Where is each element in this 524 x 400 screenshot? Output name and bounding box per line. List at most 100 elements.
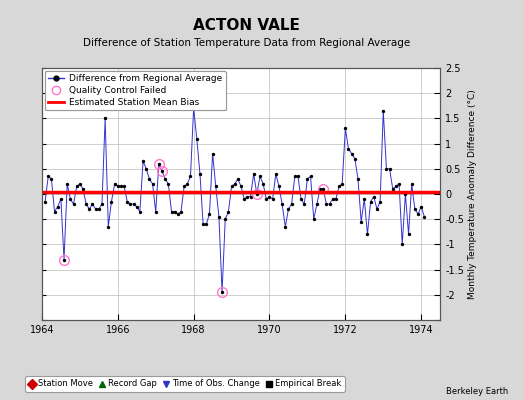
Point bbox=[246, 193, 255, 200]
Point bbox=[262, 196, 270, 202]
Point bbox=[420, 214, 429, 220]
Point bbox=[209, 150, 217, 157]
Point bbox=[155, 160, 163, 167]
Point bbox=[332, 196, 340, 202]
Point bbox=[202, 221, 211, 228]
Point bbox=[256, 173, 264, 180]
Point bbox=[187, 173, 195, 180]
Point bbox=[234, 176, 242, 182]
Point bbox=[310, 216, 318, 222]
Text: ACTON VALE: ACTON VALE bbox=[193, 18, 300, 33]
Point bbox=[284, 206, 292, 212]
Point bbox=[313, 201, 321, 207]
Point bbox=[139, 158, 147, 164]
Point bbox=[111, 181, 119, 187]
Point bbox=[50, 208, 59, 215]
Point bbox=[411, 206, 419, 212]
Point bbox=[373, 206, 381, 212]
Point bbox=[88, 201, 96, 207]
Point bbox=[278, 201, 286, 207]
Point bbox=[259, 181, 267, 187]
Point bbox=[63, 181, 71, 187]
Point bbox=[281, 224, 289, 230]
Point bbox=[79, 186, 87, 192]
Point bbox=[151, 208, 160, 215]
Point bbox=[57, 196, 65, 202]
Point bbox=[107, 198, 116, 205]
Point bbox=[389, 186, 397, 192]
Point bbox=[243, 193, 252, 200]
Point bbox=[347, 150, 356, 157]
Point bbox=[287, 201, 296, 207]
Point bbox=[193, 135, 201, 142]
Point bbox=[366, 198, 375, 205]
Point bbox=[414, 211, 422, 217]
Point bbox=[66, 196, 74, 202]
Point bbox=[300, 201, 309, 207]
Point bbox=[291, 173, 299, 180]
Point bbox=[303, 176, 312, 182]
Point bbox=[148, 181, 157, 187]
Point bbox=[212, 183, 220, 190]
Point bbox=[307, 173, 315, 180]
Point bbox=[329, 196, 337, 202]
Point bbox=[47, 176, 56, 182]
Point bbox=[98, 201, 106, 207]
Point bbox=[398, 241, 407, 248]
Point bbox=[218, 289, 226, 296]
Point bbox=[196, 171, 204, 177]
Point bbox=[417, 203, 425, 210]
Point bbox=[136, 208, 144, 215]
Point bbox=[408, 181, 416, 187]
Point bbox=[382, 166, 390, 172]
Point bbox=[173, 211, 182, 217]
Point bbox=[72, 183, 81, 190]
Point bbox=[92, 206, 100, 212]
Point bbox=[69, 201, 78, 207]
Point bbox=[379, 108, 387, 114]
Point bbox=[101, 115, 110, 122]
Point bbox=[190, 105, 198, 112]
Point bbox=[158, 168, 166, 174]
Point bbox=[170, 208, 179, 215]
Point bbox=[227, 183, 236, 190]
Point bbox=[104, 224, 113, 230]
Point bbox=[177, 208, 185, 215]
Point bbox=[44, 173, 52, 180]
Point bbox=[395, 181, 403, 187]
Point bbox=[199, 221, 208, 228]
Point bbox=[75, 181, 84, 187]
Point bbox=[319, 186, 328, 192]
Point bbox=[145, 176, 154, 182]
Point bbox=[249, 171, 258, 177]
Point bbox=[82, 201, 90, 207]
Point bbox=[344, 146, 353, 152]
Point bbox=[376, 198, 384, 205]
Point bbox=[268, 196, 277, 202]
Point bbox=[294, 173, 302, 180]
Point bbox=[386, 166, 394, 172]
Point bbox=[351, 156, 359, 162]
Point bbox=[253, 191, 261, 197]
Point bbox=[297, 196, 305, 202]
Point bbox=[275, 183, 283, 190]
Point bbox=[183, 181, 191, 187]
Point bbox=[221, 216, 230, 222]
Point bbox=[133, 203, 141, 210]
Point bbox=[338, 181, 346, 187]
Point bbox=[41, 198, 49, 205]
Legend: Difference from Regional Average, Quality Control Failed, Estimated Station Mean: Difference from Regional Average, Qualit… bbox=[45, 71, 226, 110]
Point bbox=[167, 208, 176, 215]
Point bbox=[360, 196, 368, 202]
Point bbox=[224, 208, 233, 215]
Point bbox=[53, 203, 62, 210]
Point bbox=[114, 183, 122, 190]
Point bbox=[265, 193, 274, 200]
Point bbox=[357, 218, 365, 225]
Point bbox=[142, 166, 150, 172]
Point bbox=[205, 211, 214, 217]
Point bbox=[126, 201, 135, 207]
Point bbox=[325, 201, 334, 207]
Point bbox=[85, 206, 93, 212]
Point bbox=[120, 183, 128, 190]
